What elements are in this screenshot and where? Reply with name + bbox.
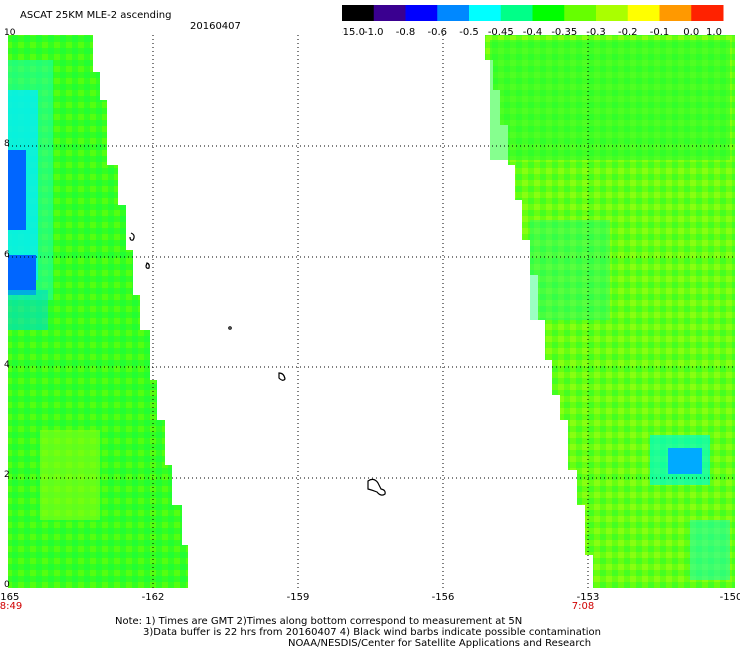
- color-bar-swatch: [596, 5, 629, 21]
- grid-lines: [8, 35, 735, 588]
- note-line-3: NOAA/NESDIS/Center for Satellite Applica…: [288, 638, 592, 649]
- y-tick-label: 10: [4, 28, 16, 38]
- color-bar-label: -0.8: [396, 27, 416, 37]
- y-tick-label: 2: [4, 470, 10, 480]
- x-tick-label: -156: [431, 592, 455, 603]
- color-bar: -15.0-1.0 -0.8 -0.6 -0.5 -0.45 -0.4 -0.35 -0.3 -…: [342, 5, 724, 37]
- swath-east: [485, 35, 735, 588]
- color-bar-label: 1.0: [706, 27, 722, 37]
- y-tick-label: 6: [4, 250, 10, 260]
- x-tick-label: -162: [141, 592, 165, 603]
- y-tick-label: 8: [4, 139, 10, 149]
- color-bar-label: -0.1: [650, 27, 670, 37]
- color-bar-label: -15.0: [342, 27, 365, 37]
- coastlines: [129, 232, 386, 496]
- color-bar-label: -1.0: [364, 27, 384, 37]
- color-bar-swatch: [437, 5, 470, 21]
- color-bar-swatch: [373, 5, 406, 21]
- color-bar-swatch: [500, 5, 533, 21]
- swath-time-label: 8:49: [0, 601, 23, 612]
- color-bar-label: 0.0: [683, 27, 699, 37]
- note-line-2: 3)Data buffer is 22 hrs from 20160407 4)…: [143, 627, 601, 638]
- color-bar-label: -0.5: [459, 27, 479, 37]
- note-line-1: Note: 1) Times are GMT 2)Times along bot…: [115, 616, 523, 627]
- color-bar-swatch: [564, 5, 597, 21]
- x-tick-label: -150: [719, 592, 740, 603]
- chart-title: ASCAT 25KM MLE-2 ascending: [20, 10, 172, 21]
- color-bar-swatch: [342, 5, 375, 21]
- chart-date: 20160407: [190, 21, 241, 32]
- color-bar-labels: -15.0-1.0 -0.8 -0.6 -0.5 -0.45 -0.4 -0.35 -0.3 -…: [342, 27, 722, 37]
- color-bar-swatch: [532, 5, 565, 21]
- color-bar-swatch: [659, 5, 692, 21]
- color-bar-label: -0.6: [427, 27, 447, 37]
- color-bar-swatch: [691, 5, 724, 21]
- color-bar-swatches: [342, 5, 724, 21]
- color-bar-swatch: [469, 5, 502, 21]
- color-bar-label: -0.35: [551, 27, 577, 37]
- x-tick-label: -165: [0, 592, 20, 603]
- swath-west: [8, 35, 188, 588]
- x-tick-label: -159: [286, 592, 310, 603]
- color-bar-label: -0.4: [523, 27, 543, 37]
- y-tick-label: 0: [4, 580, 10, 590]
- x-tick-label: -153: [576, 592, 600, 603]
- y-tick-label: 4: [4, 360, 10, 370]
- color-bar-label: -0.45: [488, 27, 514, 37]
- color-bar-swatch: [627, 5, 660, 21]
- color-bar-label: -0.2: [618, 27, 638, 37]
- swath-time-label: 7:08: [571, 601, 595, 612]
- color-bar-swatch: [405, 5, 438, 21]
- color-bar-label: -0.3: [586, 27, 606, 37]
